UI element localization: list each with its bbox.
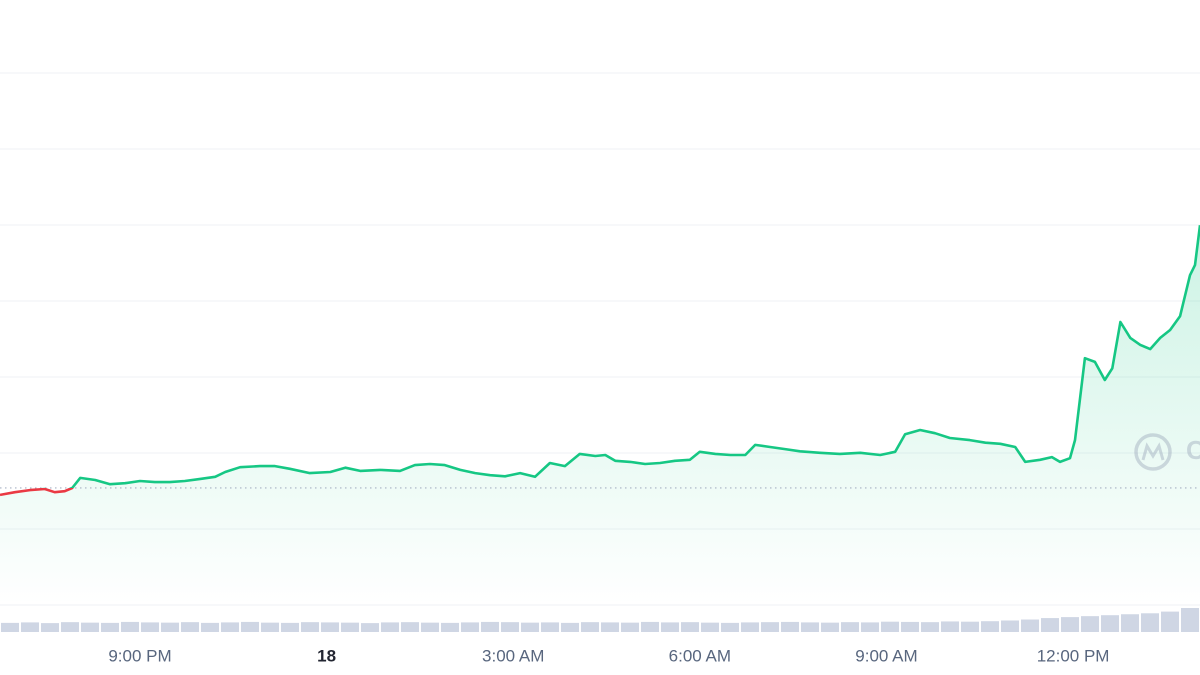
watermark-text: CoinMarketCap bbox=[1186, 435, 1200, 465]
volume-bar bbox=[641, 621, 659, 632]
volume-bar bbox=[741, 622, 759, 632]
volume-bar bbox=[1061, 617, 1079, 632]
volume-bar bbox=[781, 621, 799, 632]
volume-bar bbox=[661, 622, 679, 632]
volume-bar bbox=[621, 622, 639, 632]
volume-bar bbox=[861, 622, 879, 632]
x-tick-label: 12:00 PM bbox=[1037, 646, 1110, 665]
volume-bar bbox=[941, 621, 959, 632]
volume-bar bbox=[81, 622, 99, 632]
volume-bar bbox=[821, 622, 839, 632]
volume-bar bbox=[401, 622, 419, 632]
volume-bar bbox=[281, 622, 299, 632]
volume-bar bbox=[361, 623, 379, 632]
volume-bar bbox=[921, 622, 939, 632]
volume-bar bbox=[161, 622, 179, 632]
volume-bar bbox=[101, 622, 119, 632]
volume-bar bbox=[1101, 615, 1119, 632]
volume-bar bbox=[241, 621, 259, 632]
volume-bar bbox=[1081, 616, 1099, 632]
volume-bar bbox=[561, 622, 579, 632]
volume-bar bbox=[481, 621, 499, 632]
volume-bar bbox=[1021, 619, 1039, 632]
volume-bar bbox=[701, 622, 719, 632]
volume-bar bbox=[1041, 618, 1059, 632]
x-tick-label: 9:00 PM bbox=[108, 646, 171, 665]
volume-bar bbox=[181, 622, 199, 632]
volume-bar bbox=[141, 622, 159, 632]
volume-bar bbox=[721, 622, 739, 632]
volume-bar bbox=[1181, 608, 1199, 632]
volume-bar bbox=[441, 622, 459, 632]
volume-bar bbox=[501, 622, 519, 632]
volume-bar bbox=[221, 622, 239, 632]
volume-bar bbox=[761, 622, 779, 632]
volume-bar bbox=[1141, 613, 1159, 632]
volume-bar bbox=[581, 622, 599, 632]
volume-bar bbox=[21, 622, 39, 632]
volume-bar bbox=[421, 622, 439, 632]
volume-bar bbox=[901, 621, 919, 632]
volume-bar bbox=[541, 622, 559, 632]
watermark: CoinMarketCap bbox=[1134, 433, 1200, 471]
volume-bar bbox=[1161, 611, 1179, 632]
volume-bar bbox=[301, 622, 319, 632]
volume-bar bbox=[981, 621, 999, 632]
x-tick-label: 6:00 AM bbox=[669, 646, 731, 665]
volume-bar bbox=[1001, 620, 1019, 632]
x-tick-label: 18 bbox=[317, 646, 336, 665]
volume-bar bbox=[681, 622, 699, 632]
volume-bar bbox=[381, 622, 399, 632]
volume-bar bbox=[961, 621, 979, 632]
volume-bar bbox=[521, 622, 539, 632]
price-line bbox=[0, 225, 1200, 497]
volume-bar bbox=[201, 622, 219, 632]
volume-bar bbox=[801, 622, 819, 632]
volume-bar bbox=[321, 622, 339, 632]
volume-bar bbox=[121, 621, 139, 632]
volume-bar bbox=[61, 622, 79, 632]
x-tick-label: 3:00 AM bbox=[482, 646, 544, 665]
volume-bar bbox=[841, 622, 859, 632]
volume-bar bbox=[601, 622, 619, 632]
x-tick-label: 9:00 AM bbox=[855, 646, 917, 665]
volume-bar bbox=[341, 622, 359, 632]
volume-bar bbox=[1, 622, 19, 632]
volume-bar bbox=[881, 621, 899, 632]
volume-bar bbox=[1121, 614, 1139, 632]
volume-bar bbox=[461, 622, 479, 632]
area-fill bbox=[0, 225, 1200, 605]
volume-bar bbox=[41, 623, 59, 632]
volume-bar bbox=[261, 622, 279, 632]
